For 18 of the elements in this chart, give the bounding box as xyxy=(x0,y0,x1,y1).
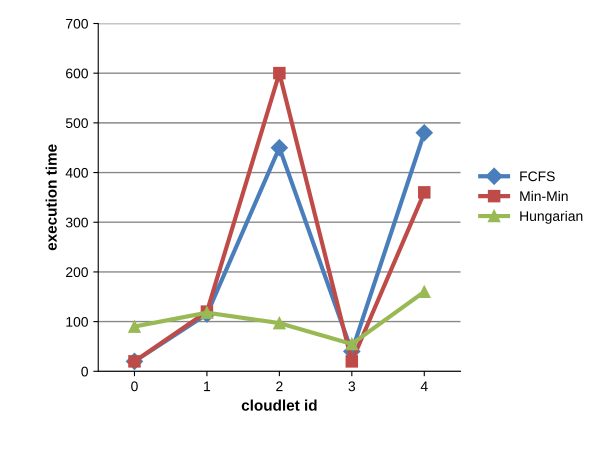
x-tick-label: 4 xyxy=(420,382,428,392)
x-axis-title: cloudlet id xyxy=(242,400,317,411)
y-tick-label: 700 xyxy=(66,18,88,29)
y-axis-title: execution time xyxy=(46,144,57,250)
legend-label: FCFS xyxy=(520,171,555,182)
y-tick-label: 300 xyxy=(66,218,88,228)
x-tick-label: 1 xyxy=(204,382,210,392)
legend-label: Hungarian xyxy=(520,210,582,224)
x-tick-label: 3 xyxy=(348,381,356,392)
y-tick-label: 500 xyxy=(66,118,88,128)
x-tick-label: 0 xyxy=(131,381,138,392)
y-tick-label: 0 xyxy=(81,366,88,376)
y-tick-label: 200 xyxy=(66,267,88,278)
x-tick-label: 2 xyxy=(276,381,283,392)
y-tick-label: 100 xyxy=(66,316,88,327)
legend-label: Min-Min xyxy=(520,190,568,201)
y-tick-label: 600 xyxy=(66,68,88,78)
y-tick-label: 400 xyxy=(66,168,88,178)
